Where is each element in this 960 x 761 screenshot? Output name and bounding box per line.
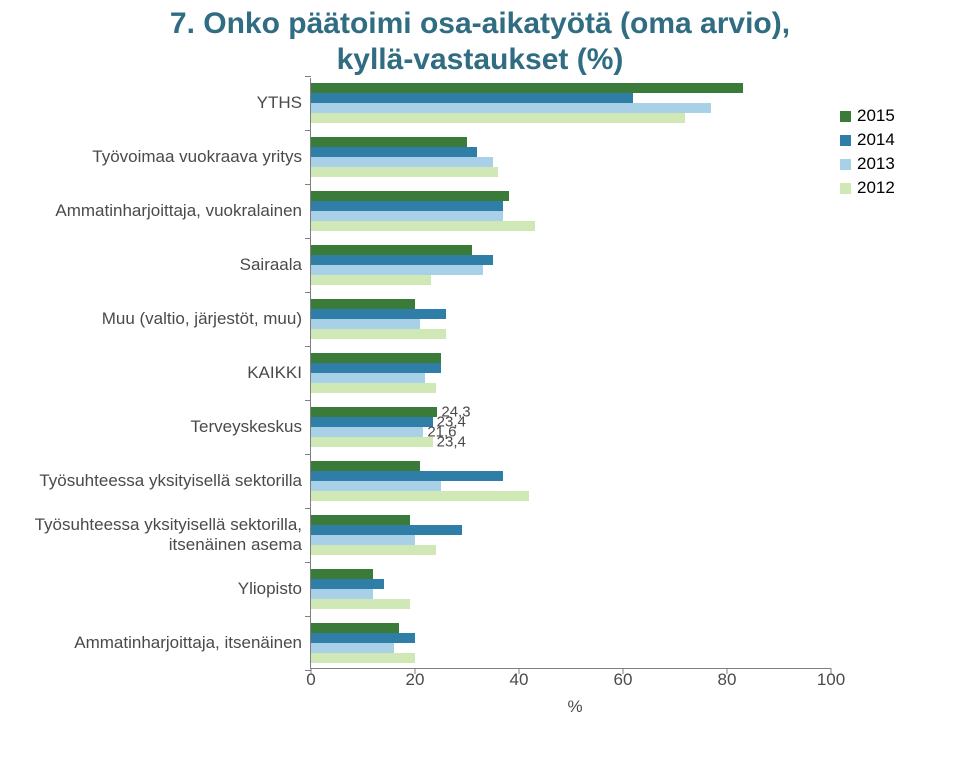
y-group-tick <box>305 184 311 185</box>
bar <box>311 319 420 329</box>
bar <box>311 353 441 363</box>
bar <box>311 589 373 599</box>
bar <box>311 265 483 275</box>
bar <box>311 623 399 633</box>
legend-swatch <box>840 135 851 146</box>
bar <box>311 147 477 157</box>
bar <box>311 93 633 103</box>
bar <box>311 309 446 319</box>
x-tick-label: 60 <box>614 670 633 690</box>
chart-area: 02040608010024,323,421,623,4 % <box>310 78 840 717</box>
bar <box>311 407 437 417</box>
bar <box>311 437 433 447</box>
legend-item: 2014 <box>840 130 930 150</box>
y-group-tick <box>305 670 311 671</box>
bar <box>311 383 436 393</box>
bar <box>311 653 415 663</box>
y-group-tick <box>305 130 311 131</box>
y-axis-category-label: Työsuhteessa yksityisellä sektorilla <box>39 471 302 491</box>
y-group-tick <box>305 400 311 401</box>
x-tick-label: 20 <box>406 670 425 690</box>
chart-title: 7. Onko päätoimi osa-aikatyötä (oma arvi… <box>0 0 960 78</box>
legend-label: 2015 <box>857 106 895 126</box>
bar <box>311 113 685 123</box>
bar <box>311 373 425 383</box>
title-line-2: kyllä-vastaukset (%) <box>0 42 960 78</box>
y-axis-category-label: Ammatinharjoittaja, itsenäinen <box>74 633 302 653</box>
x-tick-label: 40 <box>510 670 529 690</box>
y-group-tick <box>305 508 311 509</box>
bar <box>311 329 446 339</box>
bar <box>311 363 441 373</box>
y-axis-category-label: Työsuhteessa yksityisellä sektorilla, it… <box>35 515 302 555</box>
y-group-tick <box>305 616 311 617</box>
y-axis-category-label: Terveyskeskus <box>191 417 302 437</box>
y-axis-category-label: Työvoimaa vuokraava yritys <box>92 147 302 167</box>
bar <box>311 191 509 201</box>
bar <box>311 167 498 177</box>
legend-item: 2012 <box>840 178 930 198</box>
y-group-tick <box>305 238 311 239</box>
legend-swatch <box>840 159 851 170</box>
legend-label: 2014 <box>857 130 895 150</box>
y-axis-category-label: Yliopisto <box>238 579 302 599</box>
bar <box>311 525 462 535</box>
y-axis-category-label: KAIKKI <box>247 363 302 383</box>
bar <box>311 633 415 643</box>
bar <box>311 535 415 545</box>
content: YTHS Työvoimaa vuokraava yritys Ammatinhar… <box>0 78 960 717</box>
title-line-1: 7. Onko päätoimi osa-aikatyötä (oma arvi… <box>0 6 960 42</box>
bar <box>311 417 433 427</box>
legend: 2015 2014 2013 2012 <box>840 78 930 717</box>
legend-swatch <box>840 111 851 122</box>
bar <box>311 245 472 255</box>
x-tick-label: 100 <box>817 670 845 690</box>
x-tick-label: 80 <box>718 670 737 690</box>
y-group-tick <box>305 346 311 347</box>
bar <box>311 221 535 231</box>
bar <box>311 157 493 167</box>
bar <box>311 427 423 437</box>
legend-item: 2015 <box>840 106 930 126</box>
x-axis-label: % <box>310 697 840 717</box>
bar <box>311 103 711 113</box>
bar <box>311 545 436 555</box>
y-axis-category-label: YTHS <box>257 93 302 113</box>
bar <box>311 299 415 309</box>
bar-value-label: 23,4 <box>437 434 466 451</box>
legend-item: 2013 <box>840 154 930 174</box>
bar <box>311 461 420 471</box>
bar <box>311 481 441 491</box>
bar <box>311 491 529 501</box>
bar <box>311 515 410 525</box>
legend-label: 2012 <box>857 178 895 198</box>
y-group-tick <box>305 454 311 455</box>
bar <box>311 211 503 221</box>
y-axis-category-label: Muu (valtio, järjestöt, muu) <box>102 309 302 329</box>
y-axis-category-label: Sairaala <box>240 255 302 275</box>
legend-label: 2013 <box>857 154 895 174</box>
legend-swatch <box>840 183 851 194</box>
y-axis-category-label: Ammatinharjoittaja, vuokralainen <box>55 201 302 221</box>
bar <box>311 599 410 609</box>
bar <box>311 471 503 481</box>
bar <box>311 579 384 589</box>
y-group-tick <box>305 292 311 293</box>
bar <box>311 643 394 653</box>
bar <box>311 201 503 211</box>
x-tick-label: 0 <box>306 670 315 690</box>
y-group-tick <box>305 76 311 77</box>
bar <box>311 137 467 147</box>
plot-area: 02040608010024,323,421,623,4 <box>310 78 831 669</box>
y-axis-labels: YTHS Työvoimaa vuokraava yritys Ammatinhar… <box>0 78 310 668</box>
bar <box>311 255 493 265</box>
bar <box>311 569 373 579</box>
bar <box>311 83 743 93</box>
bar <box>311 275 431 285</box>
y-group-tick <box>305 562 311 563</box>
